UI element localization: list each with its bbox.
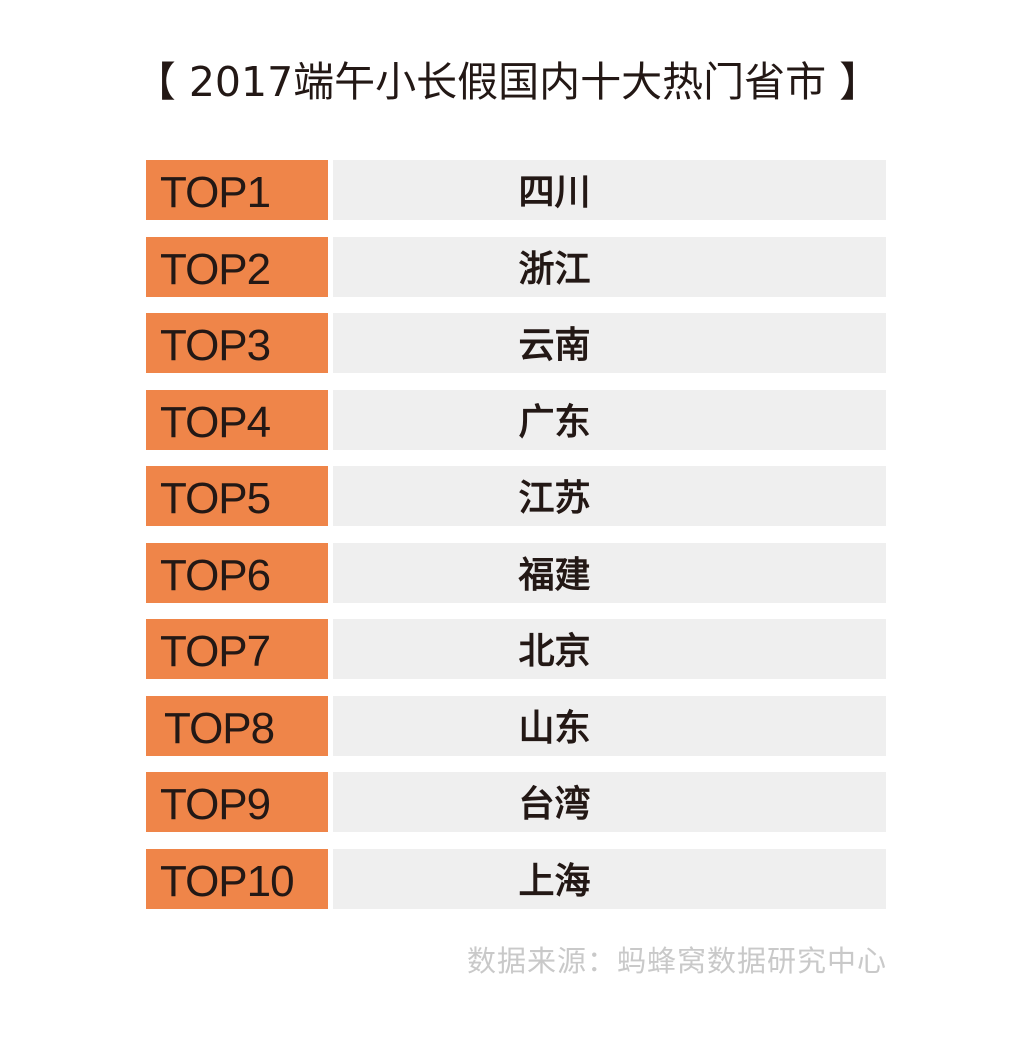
page-title: 【 2017端午小长假国内十大热门省市 】 xyxy=(134,58,881,106)
ranking-row: TOP8 山东 xyxy=(146,695,886,756)
rank-label: TOP3 xyxy=(146,313,328,373)
row-divider xyxy=(328,236,333,297)
province-name: 北京 xyxy=(518,631,591,672)
row-divider xyxy=(328,542,333,603)
row-divider xyxy=(328,313,333,373)
rank-label: TOP2 xyxy=(146,236,328,297)
rank-label: TOP4 xyxy=(146,389,328,450)
ranking-row: TOP9 台湾 xyxy=(146,772,886,832)
province-name: 四川 xyxy=(518,172,591,213)
ranking-row: TOP6 福建 xyxy=(146,542,886,603)
ranking-row: TOP5 江苏 xyxy=(146,466,886,526)
row-divider xyxy=(328,466,333,526)
province-name: 台湾 xyxy=(518,784,591,825)
province-name: 广东 xyxy=(518,401,591,443)
ranking-row: TOP4 广东 xyxy=(146,389,886,450)
province-name: 浙江 xyxy=(518,248,591,290)
row-divider xyxy=(328,619,333,679)
rank-label: TOP8 xyxy=(146,695,328,756)
row-divider xyxy=(328,160,333,220)
province-name: 江苏 xyxy=(518,478,591,519)
province-name: 福建 xyxy=(518,554,591,596)
rank-label: TOP1 xyxy=(146,160,328,220)
province-name: 上海 xyxy=(518,860,591,902)
ranking-row: TOP1 四川 xyxy=(146,160,886,220)
ranking-row: TOP10 上海 xyxy=(146,848,886,909)
rank-label: TOP6 xyxy=(146,542,328,603)
rank-label: TOP9 xyxy=(146,772,328,832)
ranking-row: TOP7 北京 xyxy=(146,619,886,679)
row-divider xyxy=(328,695,333,756)
rank-label: TOP7 xyxy=(146,619,328,679)
row-divider xyxy=(328,772,333,832)
province-name: 山东 xyxy=(518,707,591,749)
row-divider xyxy=(328,389,333,450)
ranking-row: TOP2 浙江 xyxy=(146,236,886,297)
rank-label: TOP5 xyxy=(146,466,328,526)
rank-label: TOP10 xyxy=(146,848,328,909)
ranking-list: TOP1 四川 TOP2 浙江 TOP3 云南 TOP4 广东 TOP5 江苏 … xyxy=(146,160,886,925)
row-divider xyxy=(328,848,333,909)
province-name: 云南 xyxy=(518,325,591,366)
ranking-row: TOP3 云南 xyxy=(146,313,886,373)
data-source-note: 数据来源：蚂蜂窝数据研究中心 xyxy=(466,944,887,978)
